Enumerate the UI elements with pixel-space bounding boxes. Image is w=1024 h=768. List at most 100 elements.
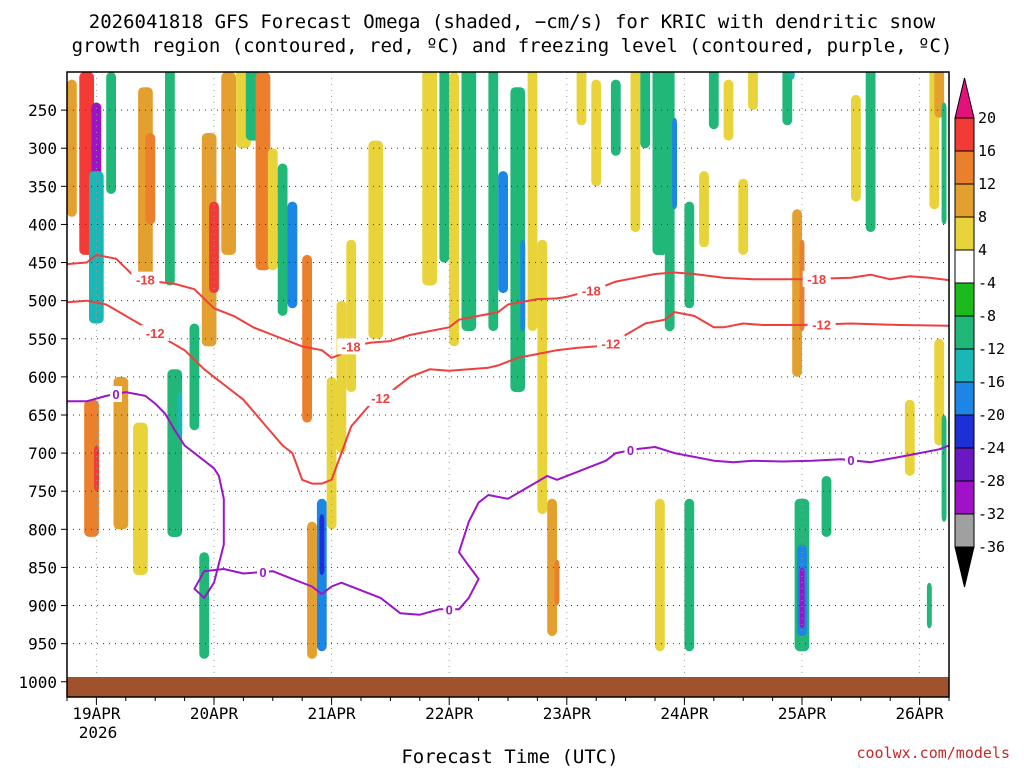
x-tick-label: 26APR: [896, 704, 945, 723]
colorbar-segment: [954, 282, 975, 317]
omega-cell: [699, 171, 709, 248]
contour-label: -12: [602, 337, 621, 352]
colorbar-label: 8: [978, 208, 987, 226]
omega-cell: [904, 399, 915, 476]
omega-cell: [547, 498, 557, 636]
contour-label-bg: [366, 389, 395, 406]
omega-cell: [520, 239, 526, 332]
omega-cell: [439, 72, 450, 263]
contour-line: [67, 391, 949, 616]
omega-cell: [449, 72, 459, 347]
contour-label: -18: [342, 339, 361, 354]
x-tick-label: 24APR: [660, 704, 709, 723]
contour-label: -18: [582, 283, 601, 298]
contour-label-bg: [845, 452, 857, 469]
contour-label: 0: [446, 602, 453, 617]
contour-label-bg: [131, 271, 160, 288]
colorbar-segment: [954, 249, 975, 284]
contour-label-bg: [141, 325, 170, 342]
y-tick-label: 1000: [18, 673, 57, 692]
contour-label-bg: [802, 270, 831, 287]
contour-label-bg: [443, 601, 456, 618]
y-tick-label: 700: [28, 444, 57, 463]
omega-cell: [221, 72, 236, 255]
colorbar-segment: [954, 117, 975, 152]
colorbar-label: -4: [978, 274, 996, 292]
y-tick-label: 400: [28, 215, 57, 234]
contour-label-bg: [257, 564, 269, 580]
x-tick-label: 25APR: [778, 704, 827, 723]
colorbar-label: -20: [978, 406, 1005, 424]
omega-cell: [177, 392, 183, 438]
terrain-ground: [67, 677, 949, 697]
omega-cell: [510, 87, 526, 393]
omega-cell: [554, 559, 560, 606]
grid: [67, 72, 949, 697]
colorbar-label: 4: [978, 241, 987, 259]
omega-cell: [684, 201, 695, 309]
y-tick-label: 800: [28, 520, 57, 539]
x-tick-label: 23APR: [543, 704, 592, 723]
omega-cell: [865, 72, 876, 233]
omega-cell: [792, 209, 802, 377]
colorbar-label: -24: [978, 439, 1005, 457]
omega-cell: [821, 476, 832, 537]
x-tick-label: 21APR: [308, 704, 357, 723]
omega-cell: [630, 72, 641, 233]
omega-cell: [782, 72, 793, 126]
omega-cell: [684, 498, 695, 652]
omega-cell: [165, 72, 175, 286]
omega-cell: [527, 72, 538, 332]
omega-cell: [934, 338, 945, 446]
omega-cell: [941, 102, 947, 225]
contour-label-bg: [337, 338, 366, 355]
y-tick-label: 350: [28, 177, 57, 196]
credit-text: coolwx.com/models: [856, 744, 1010, 762]
contour-label-bg: [596, 335, 625, 352]
omega-cell: [652, 72, 668, 255]
y-tick-label: 300: [28, 139, 57, 158]
contour-label: 0: [627, 443, 634, 458]
x-tick-label: 20APR: [190, 704, 239, 723]
colorbar-segment: [954, 216, 975, 251]
y-tick-label: 600: [28, 368, 57, 387]
omega-cell: [851, 94, 861, 202]
contour-label: -12: [812, 317, 831, 332]
contour-label: -18: [807, 272, 826, 287]
omega-cell: [67, 79, 77, 217]
omega-cell: [498, 171, 508, 294]
omega-cell: [422, 72, 437, 286]
omega-cell: [591, 79, 602, 187]
colorbar-segment: [954, 77, 975, 119]
omega-cell: [277, 163, 288, 316]
omega-shading: [67, 72, 947, 659]
chart-title-line-2: growth region (contoured, red, ºC) and f…: [72, 35, 953, 57]
colorbar-segment: [954, 348, 975, 383]
colorbar-segment: [954, 150, 975, 185]
contour-line: [67, 253, 949, 359]
x-tick-label: 22APR: [425, 704, 474, 723]
colorbar-label: -36: [978, 538, 1005, 556]
colorbar-label: -32: [978, 505, 1005, 523]
colorbar-label: 16: [978, 142, 996, 160]
omega-cell: [537, 239, 548, 515]
y-tick-label: 950: [28, 635, 57, 654]
omega-cell: [319, 514, 325, 576]
omega-cell: [723, 79, 734, 141]
colorbar-label: -12: [978, 340, 1005, 358]
omega-cell: [287, 201, 298, 309]
omega-cell: [106, 72, 116, 194]
omega-cell: [307, 521, 317, 659]
colorbar-segment: [954, 414, 975, 449]
colorbar-segment: [954, 315, 975, 350]
contour-line: [67, 299, 949, 485]
omega-cell: [926, 582, 932, 629]
contour-label-bg: [624, 442, 637, 459]
contour-label-bg: [110, 386, 122, 403]
contour-label: 0: [847, 453, 854, 468]
colorbar-segment: [954, 183, 975, 218]
omega-cell: [84, 399, 99, 537]
y-tick-label: 900: [28, 597, 57, 616]
contour-label: -18: [136, 273, 155, 288]
x-axis: 19APR 20APR 21APR 22APR 23APR 24APR 25APR 26APR: [66, 697, 950, 723]
